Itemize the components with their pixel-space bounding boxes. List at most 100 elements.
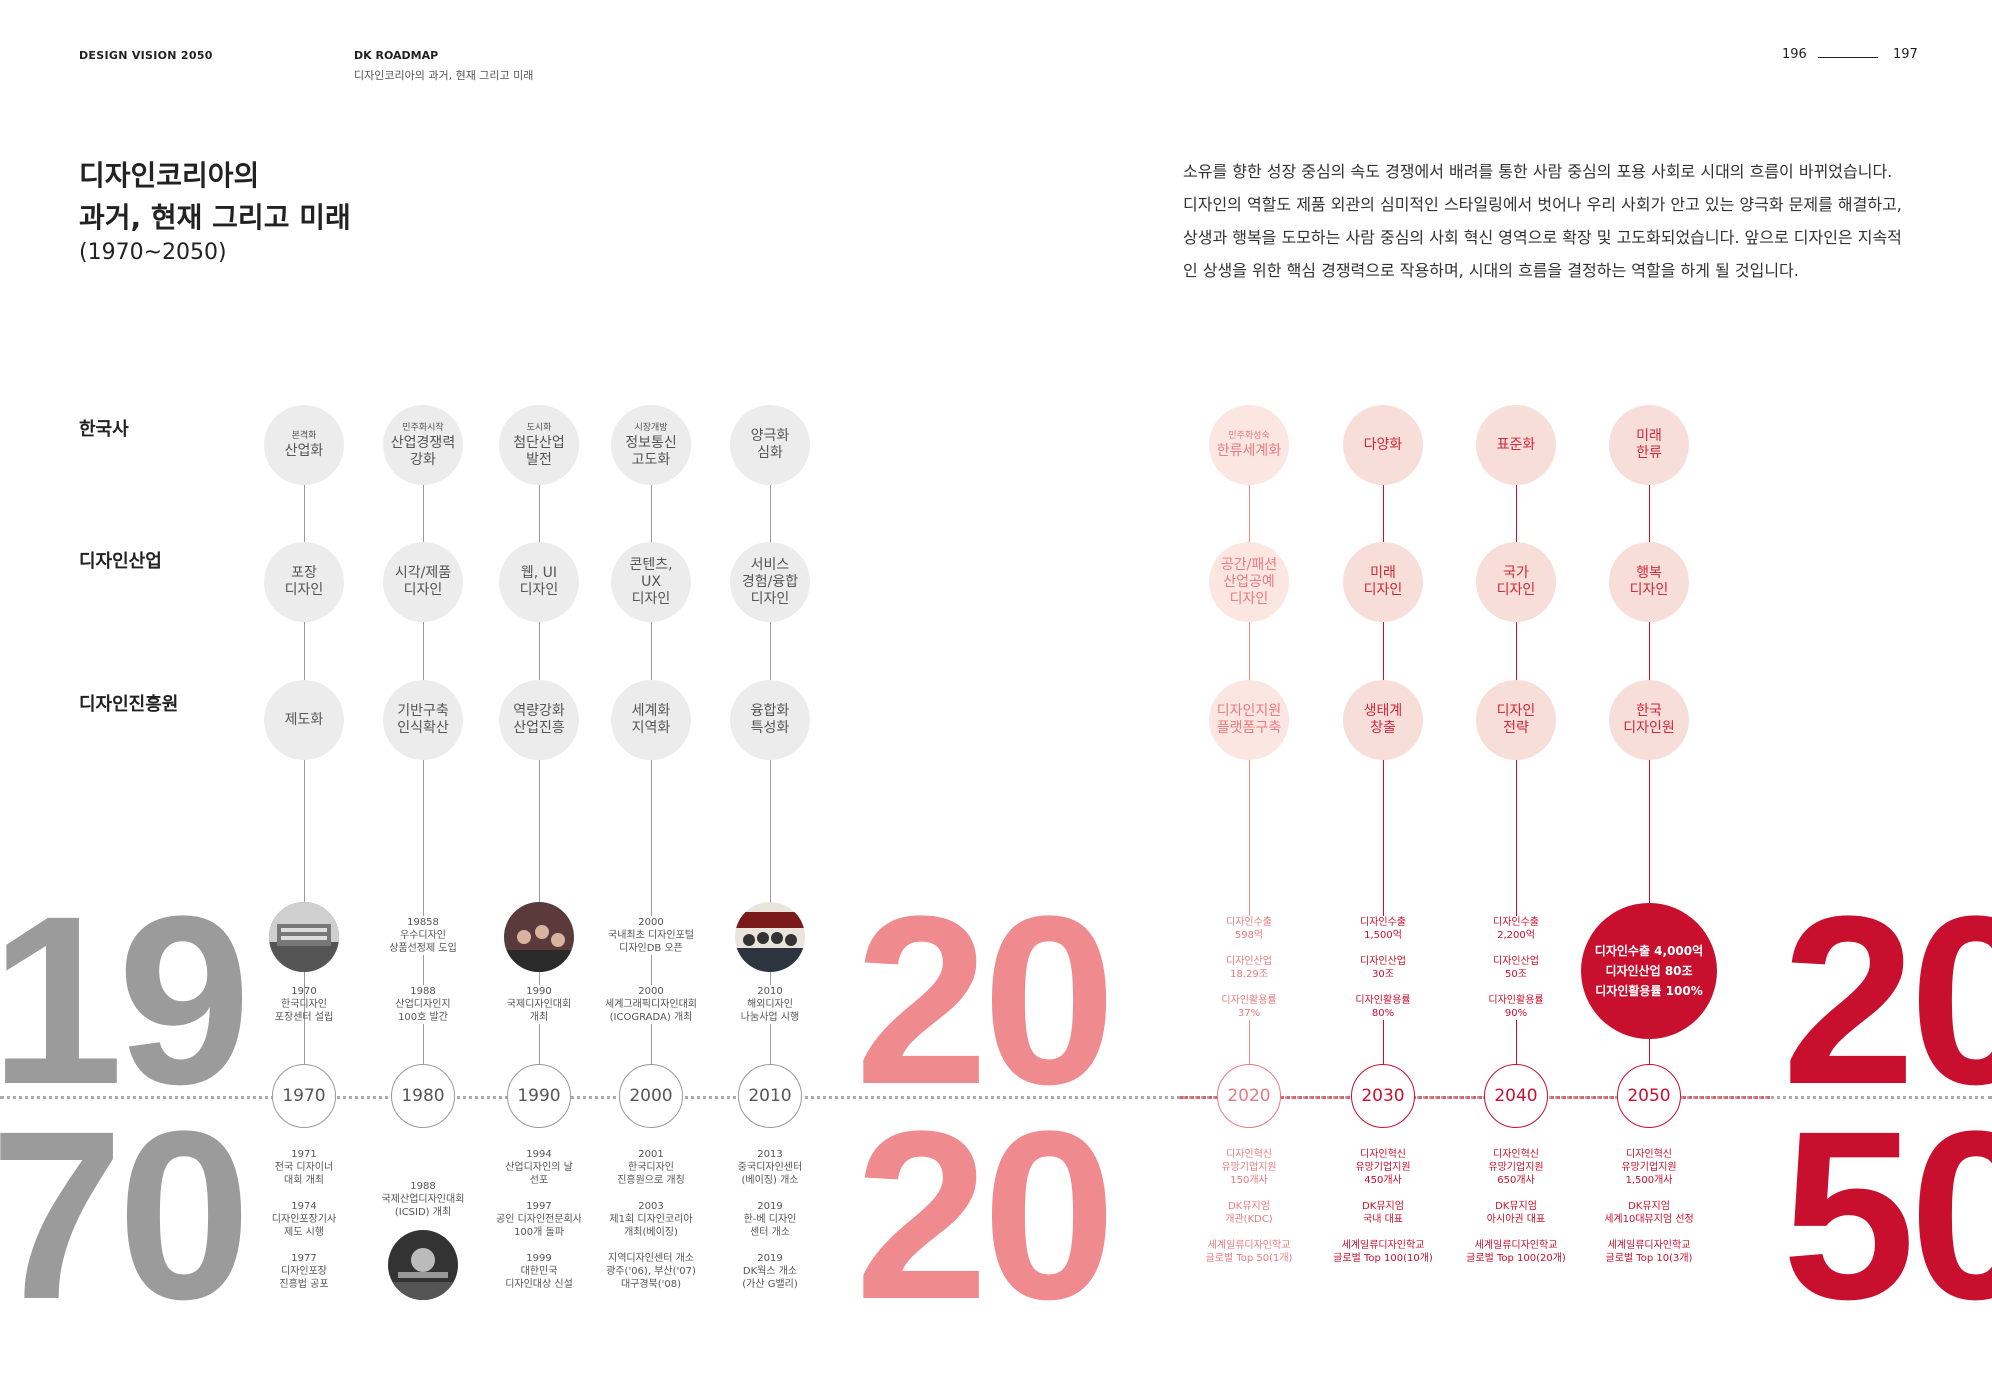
history-text: 양극화 심화	[750, 428, 790, 461]
target-export: 디자인수출 4,000억	[1594, 944, 1704, 958]
industry-text: 행복 디자인	[1629, 565, 1669, 598]
kidp-text: 융합화 특성화	[750, 703, 790, 736]
kidp-circle: 디자인지원 플랫폼구축	[1209, 680, 1289, 760]
history-circle: 시장개방 정보통신 고도화	[611, 405, 691, 485]
event-below: 2001 한국디자인 진흥원으로 개칭 2003 제1회 디자인코리아 개최(베…	[581, 1148, 721, 1291]
big-year-1970-bottom: 70	[0, 1081, 251, 1349]
industry-circle: 포장 디자인	[264, 542, 344, 622]
event-above: 디자인수출 2,200억 디자인산업 50조 디자인활용률 90%	[1456, 916, 1576, 1020]
event-below: 1971 전국 디자이너 대회 개최 1974 디자인포장기사 제도 시행 19…	[271, 1149, 337, 1290]
kidp-text: 한국 디자인원	[1623, 703, 1675, 736]
industry-text: 포장 디자인	[284, 565, 324, 598]
big-year-2020-top: 20	[855, 866, 1116, 1134]
event-below: 디자인혁신 유망기업지원 450개사 DK뮤지엄 국내 대표 세계일류디자인학교…	[1313, 1148, 1453, 1265]
row-label-kidp: 디자인진흥원	[79, 694, 179, 715]
event-below: 1988 국제산업디자인대회 (ICSID) 개최	[358, 1180, 488, 1219]
history-text: 산업경쟁력 강화	[390, 434, 456, 468]
history-circle: 민주화시작 산업경쟁력 강화	[383, 405, 463, 485]
photo-event	[388, 1230, 458, 1300]
industry-text: 공간/패션 산업공예 디자인	[1220, 556, 1278, 607]
row-label-history: 한국사	[79, 419, 129, 440]
year-node-1990: 1990	[507, 1064, 571, 1128]
year-node-2020: 2020	[1217, 1064, 1281, 1128]
history-text: 첨단산업 발전	[513, 434, 565, 468]
history-text: 정보통신 고도화	[625, 434, 677, 468]
page-number-left: 196	[1782, 47, 1807, 62]
target-2050-circle: 디자인수출 4,000억 디자인산업 80조 디자인활용률 100%	[1581, 903, 1717, 1039]
target-usage: 디자인활용률 100%	[1595, 984, 1703, 998]
year-node-2010: 2010	[738, 1064, 802, 1128]
connector-line	[1516, 483, 1517, 1103]
brand-header: DESIGN VISION 2050	[79, 49, 213, 62]
industry-circle: 시각/제품 디자인	[383, 542, 463, 622]
kidp-circle: 기반구축 인식확산	[383, 680, 463, 760]
connector-line	[1649, 483, 1650, 1103]
event-below: 디자인혁신 유망기업지원 1,500개사 DK뮤지엄 세계10대뮤지엄 선정 세…	[1579, 1148, 1719, 1265]
target-industry: 디자인산업 80조	[1605, 964, 1693, 978]
industry-circle: 콘텐츠, UX 디자인	[611, 542, 691, 622]
event-above: 2000 세계그래픽디자인대회 (ICOGRADA) 개최	[581, 985, 721, 1024]
industry-text: 서비스 경험/융합 디자인	[741, 556, 799, 607]
history-text: 표준화	[1496, 436, 1536, 453]
history-circle: 다양화	[1343, 405, 1423, 485]
event-below: 2013 중국디자인센터 (베이징) 개소 2019 한-베 디자인 센터 개소…	[710, 1148, 830, 1291]
event-above: 디자인수출 1,500억 디자인산업 30조 디자인활용률 80%	[1323, 916, 1443, 1020]
year-node-2000: 2000	[619, 1064, 683, 1128]
event-above: 2010 해외디자인 나눔사업 시행	[710, 985, 830, 1024]
history-circle: 민주화성숙 한류세계화	[1209, 405, 1289, 485]
page-title: 디자인코리아의 과거, 현재 그리고 미래	[79, 155, 351, 239]
industry-circle: 공간/패션 산업공예 디자인	[1209, 542, 1289, 622]
history-circle: 본격화 산업화	[264, 405, 344, 485]
industry-text: 웹, UI 디자인	[519, 565, 559, 598]
timeline-axis	[0, 1096, 1992, 1099]
page-title-line2: 과거, 현재 그리고 미래	[79, 201, 351, 234]
kidp-text: 디자인 전략	[1496, 703, 1536, 736]
year-node-2040: 2040	[1484, 1064, 1548, 1128]
event-above-top: 2000 국내최초 디자인포털 디자인DB 오픈	[581, 916, 721, 955]
history-small: 도시화	[526, 422, 552, 433]
industry-text: 미래 디자인	[1363, 565, 1403, 598]
history-circle: 표준화	[1476, 405, 1556, 485]
event-above: 디자인수출 598억 디자인산업 18.29조 디자인활용률 37%	[1189, 916, 1309, 1020]
photo-group	[735, 902, 805, 972]
history-small: 시장개방	[634, 422, 668, 433]
history-small: 본격화	[291, 431, 317, 441]
kidp-circle: 융합화 특성화	[730, 680, 810, 760]
year-node-2030: 2030	[1351, 1064, 1415, 1128]
history-text: 한류세계화	[1216, 443, 1282, 459]
year-node-1980: 1980	[391, 1064, 455, 1128]
event-below: 디자인혁신 유망기업지원 650개사 DK뮤지엄 아시아권 대표 세계일류디자인…	[1446, 1148, 1586, 1265]
industry-circle: 행복 디자인	[1609, 542, 1689, 622]
kidp-circle: 생태계 창출	[1343, 680, 1423, 760]
kidp-text: 생태계 창출	[1363, 703, 1403, 736]
industry-text: 국가 디자인	[1496, 565, 1536, 598]
kidp-circle: 역량강화 산업진흥	[499, 680, 579, 760]
section-title: DK ROADMAP	[354, 49, 439, 62]
event-above: 1970 한국디자인 포장센터 설립	[274, 986, 334, 1023]
connector-line	[304, 483, 305, 1103]
history-text: 다양화	[1363, 436, 1403, 453]
kidp-circle: 제도화	[264, 680, 344, 760]
photo-building	[269, 902, 339, 972]
history-text: 산업화	[284, 443, 324, 459]
event-above: 1990 국제디자인대회 개최	[479, 985, 599, 1024]
kidp-circle: 디자인 전략	[1476, 680, 1556, 760]
kidp-circle: 세계화 지역화	[611, 680, 691, 760]
history-circle: 미래 한류	[1609, 405, 1689, 485]
connector-line	[770, 483, 771, 1103]
page-number-right: 197	[1893, 47, 1918, 62]
year-node-2050: 2050	[1617, 1064, 1681, 1128]
year-node-1970: 1970	[272, 1064, 336, 1128]
timeline-axis-future	[1180, 1096, 1770, 1099]
event-above-top: 19858 우수디자인 상품선정제 도입	[358, 916, 488, 955]
history-small: 민주화시작	[402, 422, 444, 433]
photo-building-icon	[269, 902, 339, 972]
intro-paragraph: 소유를 향한 성장 중심의 속도 경쟁에서 배려를 통한 사람 중심의 포용 사…	[1183, 162, 1902, 280]
photo-conference	[504, 902, 574, 972]
connector-line	[651, 483, 652, 1103]
connector-line	[1383, 483, 1384, 1103]
kidp-circle: 한국 디자인원	[1609, 680, 1689, 760]
industry-circle: 국가 디자인	[1476, 542, 1556, 622]
kidp-text: 제도화	[284, 711, 324, 728]
page-divider	[1818, 57, 1878, 58]
